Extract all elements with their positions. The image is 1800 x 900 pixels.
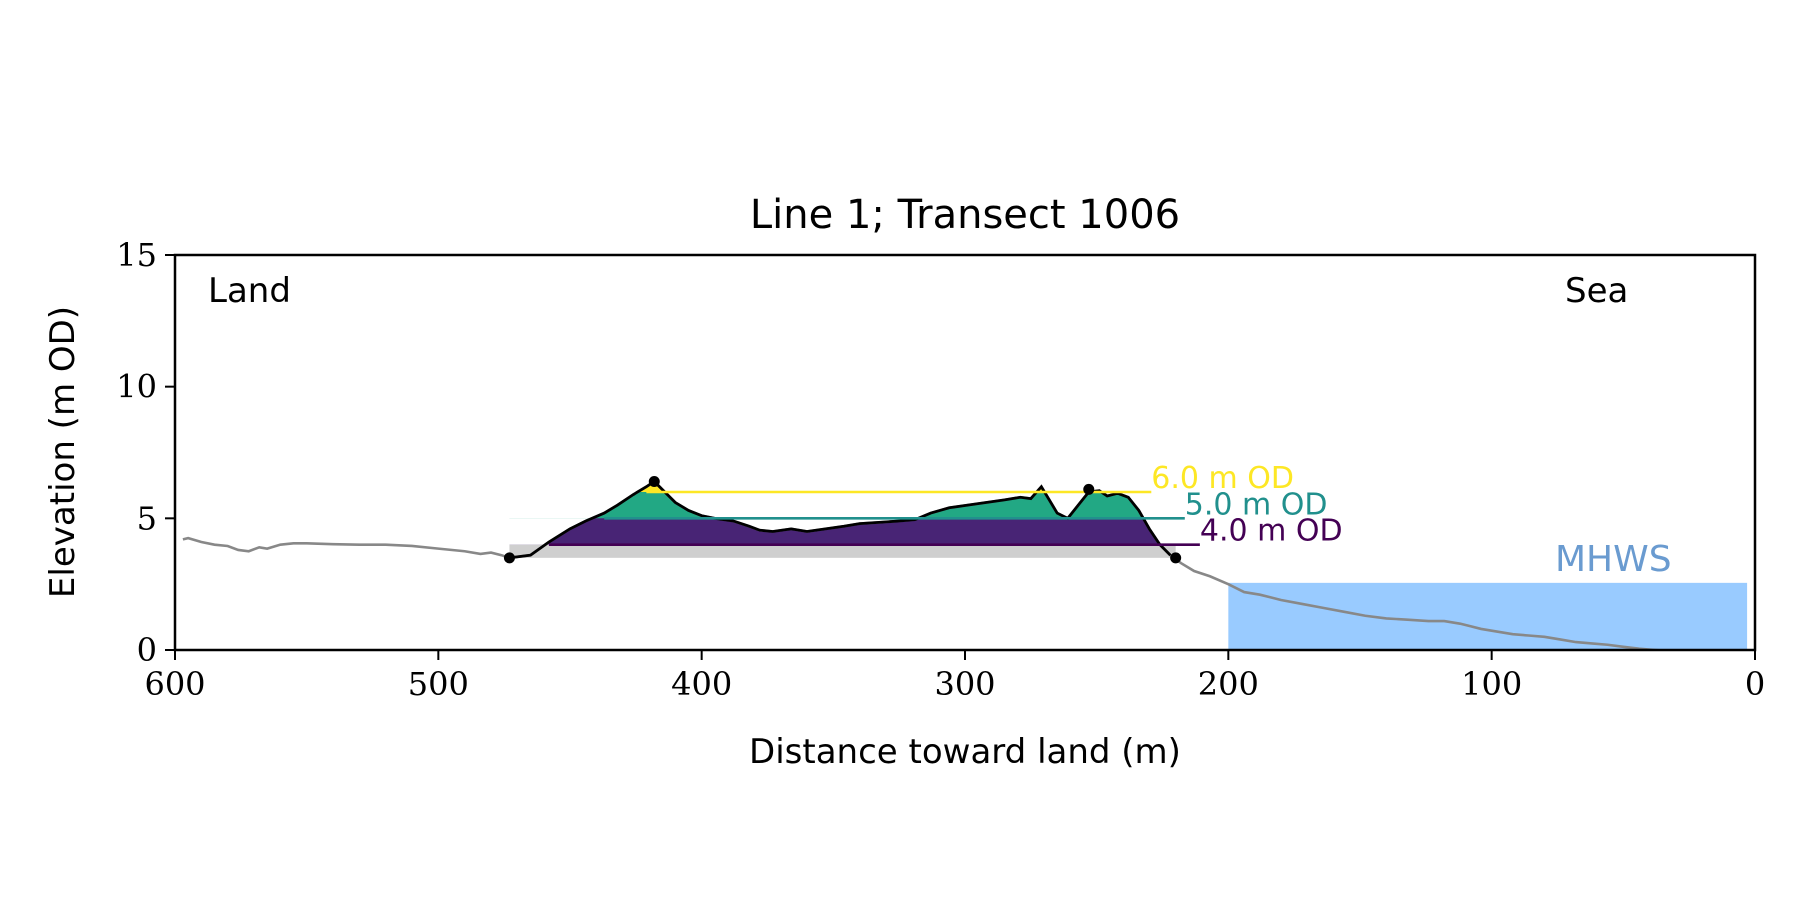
x-tick-label: 600 — [144, 665, 205, 703]
y-tick-label: 15 — [116, 236, 157, 274]
plot-content: 4.0 m OD5.0 m OD6.0 m OD MHWS — [182, 461, 1748, 650]
x-axis-label: Distance toward land (m) — [749, 732, 1181, 772]
y-tick-label: 0 — [137, 631, 157, 669]
x-tick-label: 0 — [1745, 665, 1765, 703]
x-ticks: 600 500 400 300 200 100 0 — [144, 650, 1765, 703]
mhws-label: MHWS — [1555, 539, 1672, 580]
dune-fill-5 — [509, 481, 1171, 519]
profile-marker — [648, 475, 660, 487]
sea-label: Sea — [1565, 271, 1628, 311]
dune-fill-4 — [545, 481, 1160, 545]
land-label: Land — [208, 271, 291, 311]
threshold-label: 4.0 m OD — [1200, 514, 1343, 549]
y-tick-label: 5 — [137, 499, 157, 537]
x-tick-label: 200 — [1198, 665, 1259, 703]
dune-base-band — [509, 544, 1176, 558]
x-tick-label: 100 — [1461, 665, 1522, 703]
profile-marker — [503, 552, 515, 564]
threshold-label: 6.0 m OD — [1151, 461, 1294, 496]
x-tick-label: 500 — [408, 665, 469, 703]
plot-layers — [182, 475, 1748, 650]
x-tick-label: 300 — [934, 665, 995, 703]
y-ticks: 0 5 10 15 — [116, 236, 175, 669]
chart-title: Line 1; Transect 1006 — [750, 192, 1180, 238]
profile-marker — [1170, 552, 1182, 564]
mhws-area — [1228, 582, 1748, 650]
y-axis-label: Elevation (m OD) — [43, 306, 83, 598]
profile-marker — [1083, 483, 1095, 495]
threshold-label: 5.0 m OD — [1185, 487, 1328, 522]
x-tick-label: 400 — [671, 665, 732, 703]
y-tick-label: 10 — [116, 368, 157, 406]
